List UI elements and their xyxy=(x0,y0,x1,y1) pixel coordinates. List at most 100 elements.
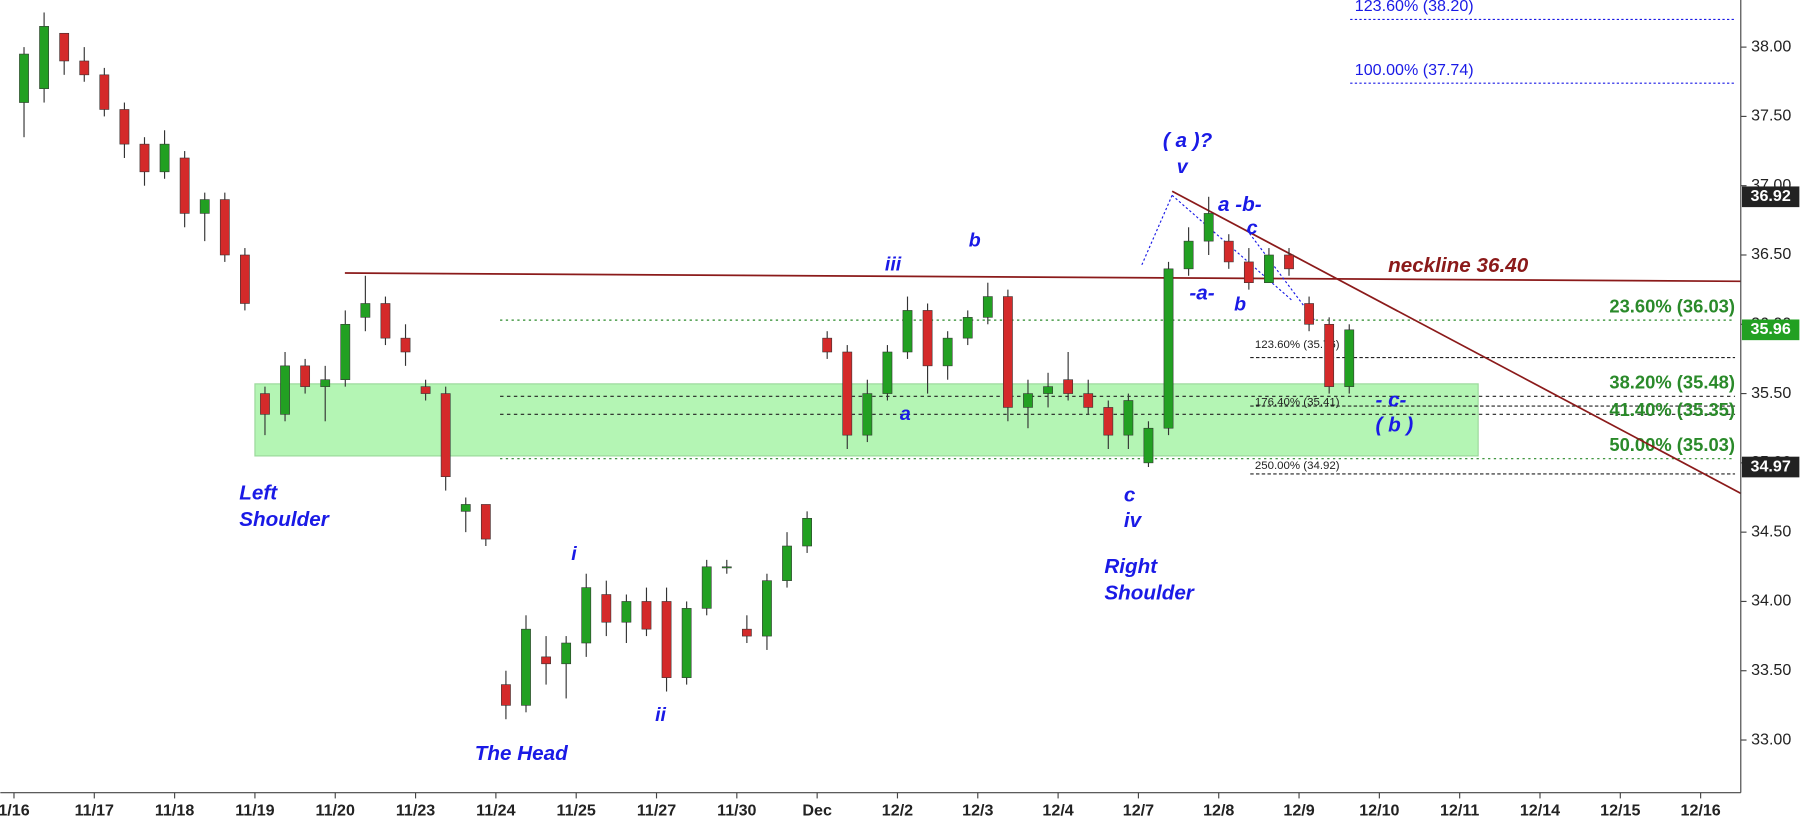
candle-body xyxy=(581,587,592,644)
wave-label: - c- xyxy=(1375,388,1406,411)
candle-body xyxy=(942,337,953,367)
candle-body xyxy=(1123,400,1134,436)
candle-body xyxy=(762,580,772,637)
y-tick-label: 35.50 xyxy=(1751,384,1791,402)
wave-label: -a- xyxy=(1189,282,1214,305)
wave-label: ii xyxy=(655,704,666,726)
x-tick-label: 12/16 xyxy=(1681,801,1721,819)
candle-body xyxy=(19,53,29,103)
x-tick-label: 11/20 xyxy=(316,801,355,819)
candle-body xyxy=(440,393,451,478)
wave-guide xyxy=(1140,195,1173,267)
candle-body xyxy=(1163,268,1174,429)
candle-body xyxy=(882,351,893,394)
candle-body xyxy=(1183,240,1194,270)
wave-label: i xyxy=(571,543,577,565)
x-tick-label: 12/9 xyxy=(1283,801,1314,819)
candle-body xyxy=(219,199,230,256)
x-tick-label: Dec xyxy=(802,801,832,819)
candle-body xyxy=(1344,329,1355,387)
candle-body xyxy=(501,684,511,706)
candle-body xyxy=(1223,240,1234,263)
x-tick-label: 12/8 xyxy=(1203,801,1234,819)
price-box xyxy=(1741,456,1800,478)
wave-label: b xyxy=(1234,294,1246,316)
wave-label: The Head xyxy=(475,742,568,765)
y-tick-label: 37.50 xyxy=(1751,107,1791,125)
wave-label: iv xyxy=(1124,509,1143,532)
x-tick-label: 12/11 xyxy=(1440,801,1479,819)
wave-label: Shoulder xyxy=(239,508,329,531)
candle-body xyxy=(721,566,732,569)
candle-body xyxy=(561,642,572,665)
candle-body xyxy=(340,323,351,380)
candle-body xyxy=(1284,254,1294,270)
candle-body xyxy=(380,303,391,339)
candle-body xyxy=(962,317,973,339)
candle-body xyxy=(460,504,471,512)
x-tick-label: 11/17 xyxy=(75,801,114,819)
candle-body xyxy=(1304,303,1314,325)
price-box-label: 36.92 xyxy=(1751,187,1791,205)
wave-label: Left xyxy=(239,481,278,504)
candle-body xyxy=(1063,379,1074,394)
wave-label: a -b- xyxy=(1218,193,1262,216)
wave-label: ( a )? xyxy=(1163,129,1213,152)
x-tick-label: 12/2 xyxy=(882,801,913,819)
wave-label: b xyxy=(969,229,981,251)
candle-body xyxy=(240,254,250,304)
x-tick-label: 11/25 xyxy=(557,801,596,819)
wave-label: c xyxy=(1247,217,1258,239)
x-tick-label: 11/27 xyxy=(637,801,676,819)
candle-body xyxy=(922,310,933,367)
x-tick-label: 1/16 xyxy=(0,801,30,819)
wave-label: Right xyxy=(1104,555,1158,578)
fib-label: 23.60% (36.03) xyxy=(1609,295,1735,316)
x-tick-label: 12/7 xyxy=(1123,801,1154,819)
candle-body xyxy=(822,337,833,353)
fib-label: 123.60% (35.76) xyxy=(1255,339,1340,351)
price-box-label: 35.96 xyxy=(1751,320,1791,338)
price-box-label: 34.97 xyxy=(1751,457,1791,475)
candle-body xyxy=(99,74,110,110)
neckline-label: neckline 36.40 xyxy=(1388,254,1529,277)
x-tick-label: 11/23 xyxy=(396,801,435,819)
fib-label: 250.00% (34.92) xyxy=(1255,460,1340,472)
candle-body xyxy=(862,393,873,436)
candle-body xyxy=(1003,296,1013,408)
x-tick-label: 12/14 xyxy=(1520,801,1560,819)
wave-label: ( b ) xyxy=(1375,414,1413,437)
fib-label: 176.40% (35.41) xyxy=(1255,397,1340,409)
fib-label: 41.40% (35.35) xyxy=(1609,399,1735,420)
x-tick-label: 12/15 xyxy=(1600,801,1640,819)
candle-body xyxy=(1103,407,1114,436)
candle-body xyxy=(521,628,531,706)
candle-body xyxy=(300,365,311,387)
candle-body xyxy=(420,386,431,394)
candle-body xyxy=(1243,261,1254,283)
wave-label: c xyxy=(1124,484,1136,507)
candle-body xyxy=(400,337,411,353)
y-tick-label: 33.50 xyxy=(1751,661,1791,679)
candle-body xyxy=(681,608,692,678)
candle-body xyxy=(1143,427,1154,464)
price-box xyxy=(1741,319,1800,341)
candle-body xyxy=(360,303,371,318)
y-tick-label: 36.50 xyxy=(1751,245,1791,263)
trendline xyxy=(344,272,1741,283)
candle-body xyxy=(1203,213,1214,242)
candle-body xyxy=(159,143,170,173)
fib-label: 38.20% (35.48) xyxy=(1609,372,1735,393)
x-tick-label: 11/19 xyxy=(235,801,274,819)
candle-body xyxy=(260,393,270,415)
wave-guide xyxy=(1246,229,1317,323)
wave-label: Shoulder xyxy=(1104,581,1194,604)
candle-body xyxy=(621,601,632,623)
candle-body xyxy=(280,365,290,415)
x-tick-label: 11/18 xyxy=(155,801,194,819)
candle-body xyxy=(1023,393,1033,408)
y-tick-label: 34.00 xyxy=(1751,592,1791,610)
fib-label: 50.00% (35.03) xyxy=(1609,434,1735,455)
x-tick-label: 12/10 xyxy=(1359,801,1399,819)
